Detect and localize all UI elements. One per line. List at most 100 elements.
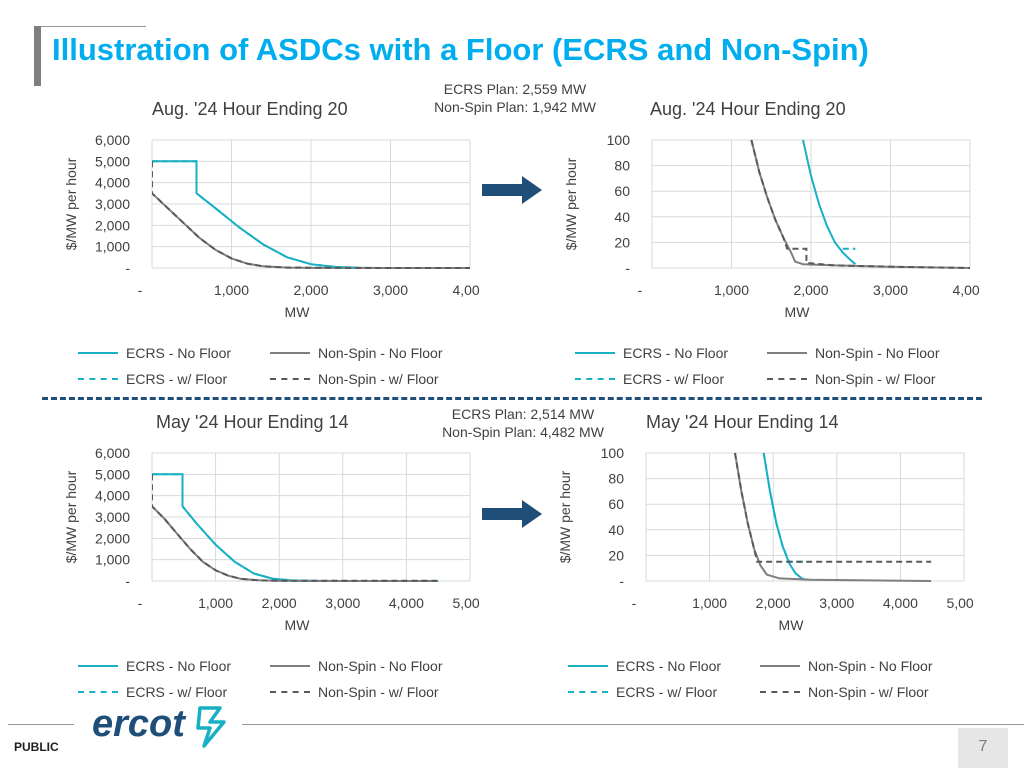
legend-swatch <box>575 378 615 380</box>
x-tick-label: - <box>138 595 143 611</box>
legend-label: Non-Spin - w/ Floor <box>815 371 936 387</box>
legend-swatch <box>760 691 800 693</box>
chart-title-may-left: May '24 Hour Ending 14 <box>156 412 349 432</box>
x-tick-label: 2,000 <box>293 282 328 298</box>
svg-text:ercot: ercot <box>92 703 186 745</box>
y-tick-label: 80 <box>614 158 630 174</box>
page-title: Illustration of ASDCs with a Floor (ECRS… <box>52 32 869 67</box>
public-label: PUBLIC <box>14 740 59 754</box>
footer-rule <box>242 724 1024 725</box>
y-tick-label: 2,000 <box>95 217 130 233</box>
legend-swatch <box>270 665 310 667</box>
series-line-non-spin-w-floor <box>152 474 438 582</box>
series-line-non-spin-no-floor <box>152 505 438 582</box>
x-axis-title: MW <box>785 304 811 320</box>
x-tick-label: 4,000 <box>883 595 918 611</box>
x-tick-label: 1,000 <box>214 282 249 298</box>
legend-nonspin-w-floor: Non-Spin - w/ Floor <box>270 371 439 387</box>
arrow-right-icon <box>482 176 542 204</box>
legend-nonspin-w-floor: Non-Spin - w/ Floor <box>767 371 936 387</box>
y-tick-label: 4,000 <box>95 488 130 504</box>
chart-title-aug-right: Aug. '24 Hour Ending 20 <box>650 99 846 119</box>
legend-label: ECRS - No Floor <box>623 345 729 361</box>
legend-label: ECRS - No Floor <box>616 658 722 674</box>
legend-nonspin-no-floor: Non-Spin - No Floor <box>270 345 443 361</box>
x-tick-label: 4,000 <box>952 282 980 298</box>
y-axis-title: $/MW per hour <box>63 470 79 563</box>
y-tick-label: - <box>125 260 130 276</box>
x-tick-label: 3,000 <box>325 595 360 611</box>
x-tick-label: 4,000 <box>389 595 424 611</box>
legend-ecrs-w-floor: ECRS - w/ Floor <box>78 371 227 387</box>
legend-swatch <box>78 352 118 354</box>
series-line-non-spin-no-floor <box>750 139 970 269</box>
legend-label: Non-Spin - w/ Floor <box>318 684 439 700</box>
y-tick-label: 3,000 <box>95 196 130 212</box>
chart-title-aug-left: Aug. '24 Hour Ending 20 <box>152 99 348 119</box>
page-number: 7 <box>978 738 988 755</box>
legend-ecrs-w-floor: ECRS - w/ Floor <box>575 371 724 387</box>
y-tick-label: 1,000 <box>95 552 130 568</box>
y-tick-label: 1,000 <box>95 239 130 255</box>
y-tick-label: 80 <box>608 471 624 487</box>
page-number-box <box>958 728 1008 768</box>
y-tick-label: 5,000 <box>95 466 130 482</box>
chart-aug-left: - 1,000 2,000 3,000 4,000 5,000 6,000 - 1,000 2,0… <box>63 132 480 320</box>
x-tick-label: 3,000 <box>873 282 908 298</box>
nonspin-plan-label: Non-Spin Plan: 1,942 MW <box>434 99 596 115</box>
y-tick-label: 6,000 <box>95 445 130 461</box>
title-rule <box>38 26 146 27</box>
legend-nonspin-no-floor: Non-Spin - No Floor <box>270 658 443 674</box>
legend-ecrs-w-floor: ECRS - w/ Floor <box>78 684 227 700</box>
legend-label: ECRS - w/ Floor <box>126 371 228 387</box>
legend-label: Non-Spin - w/ Floor <box>318 371 439 387</box>
legend-label: ECRS - No Floor <box>126 345 232 361</box>
ercot-logo: ercot <box>92 703 226 748</box>
legend-swatch <box>767 352 807 354</box>
legend-nonspin-w-floor: Non-Spin - w/ Floor <box>270 684 439 700</box>
legend-label: ECRS - w/ Floor <box>616 684 718 700</box>
x-axis-title: MW <box>285 304 311 320</box>
legend-ecrs-no-floor: ECRS - No Floor <box>78 658 231 674</box>
legend-swatch <box>78 665 118 667</box>
legend-swatch <box>270 691 310 693</box>
plan-text-aug: ECRS Plan: 2,559 MW Non-Spin Plan: 1,942… <box>410 80 620 116</box>
plan-text-may: ECRS Plan: 2,514 MW Non-Spin Plan: 4,482… <box>418 405 628 441</box>
series-line-ecrs-no-floor <box>762 452 807 581</box>
legend-swatch <box>575 352 615 354</box>
x-axis-title: MW <box>285 617 311 633</box>
legend-ecrs-no-floor: ECRS - No Floor <box>568 658 721 674</box>
legend-ecrs-no-floor: ECRS - No Floor <box>78 345 231 361</box>
x-tick-label: 3,000 <box>373 282 408 298</box>
legend-nonspin-no-floor: Non-Spin - No Floor <box>767 345 940 361</box>
series-line-ecrs-w-floor <box>762 452 806 563</box>
legend-label: Non-Spin - No Floor <box>318 345 443 361</box>
series-line-ecrs-no-floor <box>802 139 857 265</box>
y-tick-label: 100 <box>607 132 631 148</box>
y-tick-label: - <box>625 260 630 276</box>
y-tick-label: 3,000 <box>95 509 130 525</box>
y-tick-label: 5,000 <box>95 153 130 169</box>
legend-swatch <box>78 691 118 693</box>
x-tick-label: 2,000 <box>262 595 297 611</box>
y-tick-label: 20 <box>608 547 624 563</box>
series-line-ecrs-w-floor <box>152 473 312 582</box>
x-tick-label: 1,000 <box>714 282 749 298</box>
x-tick-label: 2,000 <box>756 595 791 611</box>
y-tick-label: 20 <box>614 234 630 250</box>
legend-nonspin-no-floor: Non-Spin - No Floor <box>760 658 933 674</box>
y-tick-label: 6,000 <box>95 132 130 148</box>
legend-swatch <box>270 352 310 354</box>
legend-label: Non-Spin - No Floor <box>815 345 940 361</box>
chart-may-left: - 1,000 2,000 3,000 4,000 5,000 6,000 - 1,000 2,0… <box>63 445 480 633</box>
series-line-non-spin-w-floor <box>734 452 932 563</box>
legend-label: Non-Spin - w/ Floor <box>808 684 929 700</box>
y-axis-title: $/MW per hour <box>563 157 579 250</box>
legend-swatch <box>78 378 118 380</box>
x-tick-label: - <box>138 282 143 298</box>
x-tick-label: 1,000 <box>692 595 727 611</box>
legend-label: ECRS - w/ Floor <box>126 684 228 700</box>
series-line-non-spin-w-floor <box>750 139 970 269</box>
legend-label: Non-Spin - No Floor <box>808 658 933 674</box>
legend-ecrs-w-floor: ECRS - w/ Floor <box>568 684 717 700</box>
